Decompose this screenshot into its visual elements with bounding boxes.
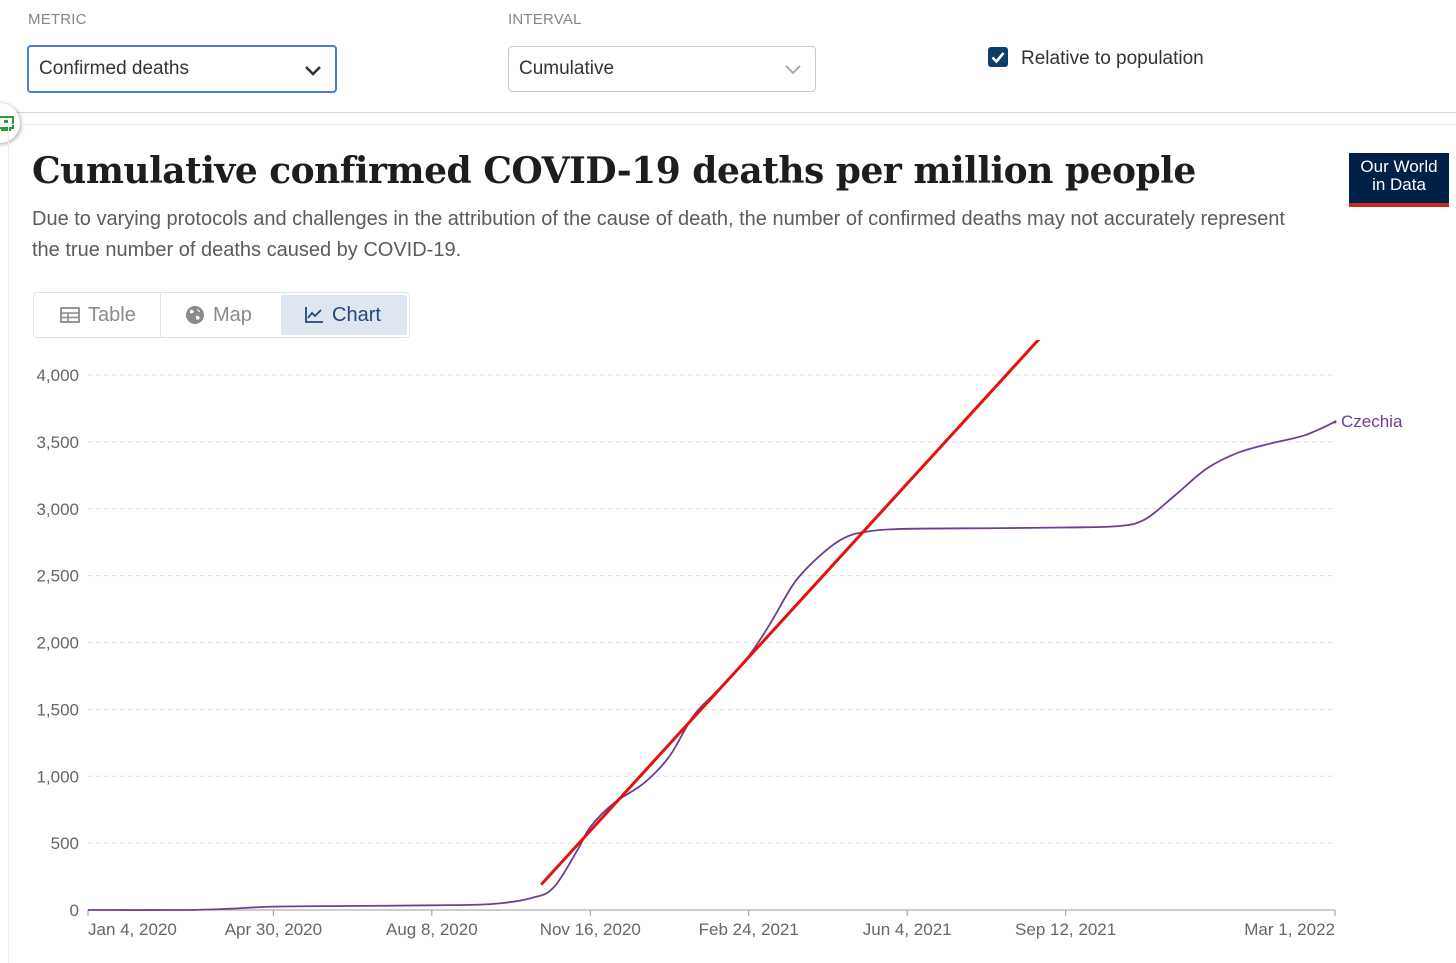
owid-logo[interactable]: Our World in Data (1349, 153, 1449, 207)
globe-icon (186, 306, 204, 324)
view-tabs: Table Map Chart (33, 292, 410, 338)
interval-label: INTERVAL (508, 11, 582, 28)
y-tick-label: 4,000 (36, 366, 79, 385)
x-tick-label: Mar 1, 2022 (1244, 920, 1335, 939)
relative-checkbox-label[interactable]: Relative to population (1021, 48, 1204, 69)
relative-checkbox[interactable] (988, 47, 1008, 67)
y-tick-label: 2,500 (36, 567, 79, 586)
line-chart-icon (305, 307, 323, 323)
y-tick-label: 1,500 (36, 700, 79, 719)
y-tick-label: 0 (70, 901, 79, 920)
y-tick-label: 1,000 (36, 767, 79, 786)
tab-table-label: Table (88, 303, 136, 326)
interval-select-value: Cumulative (519, 58, 615, 79)
tab-table[interactable]: Table (34, 293, 161, 337)
tab-map-label: Map (213, 303, 252, 326)
chevron-down-icon (785, 65, 801, 75)
chart-subtitle: Due to varying protocols and challenges … (32, 208, 1285, 261)
checkmark-icon (991, 52, 1005, 64)
metric-label: METRIC (28, 11, 87, 28)
x-tick-label: Apr 30, 2020 (225, 920, 322, 939)
x-tick-label: Sep 12, 2021 (1015, 920, 1116, 939)
trend-annotation-line (540, 340, 1041, 886)
y-tick-label: 3,500 (36, 433, 79, 452)
series-end-point (1333, 420, 1337, 424)
logo-line-1: Our World (1360, 157, 1438, 176)
x-tick-label: Jan 4, 2020 (88, 920, 177, 939)
panel-border-left (8, 125, 9, 963)
x-tick-label: Aug 8, 2020 (386, 920, 478, 939)
logo-line-2: in Data (1372, 175, 1426, 194)
y-tick-label: 2,000 (36, 634, 79, 653)
x-tick-label: Nov 16, 2020 (540, 920, 641, 939)
series-label-czechia: Czechia (1341, 412, 1403, 431)
chart-title: Cumulative confirmed COVID-19 deaths per… (32, 150, 1196, 192)
table-icon (60, 307, 80, 323)
metric-select[interactable]: Confirmed deaths (27, 45, 337, 93)
panel-border-top (0, 124, 1456, 125)
y-tick-label: 500 (51, 834, 79, 853)
metric-select-value: Confirmed deaths (39, 58, 189, 79)
grapher-icon (0, 116, 14, 131)
chevron-down-icon (305, 66, 321, 76)
tab-chart-label: Chart (332, 303, 381, 326)
x-tick-label: Feb 24, 2021 (699, 920, 799, 939)
y-tick-label: 3,000 (36, 500, 79, 519)
controls-bar: METRIC Confirmed deaths INTERVAL Cumulat… (0, 0, 1456, 113)
line-chart: 0 500 1,000 1,500 2,000 2,500 3,000 3,500 4,000 J… (36, 340, 1403, 939)
series-line-czechia (87, 420, 1336, 911)
x-tick-label: Jun 4, 2021 (863, 920, 952, 939)
tab-chart[interactable]: Chart (281, 295, 407, 335)
side-panel-tab[interactable] (0, 103, 20, 143)
tab-map[interactable]: Map (161, 293, 279, 337)
interval-select[interactable]: Cumulative (508, 46, 816, 92)
